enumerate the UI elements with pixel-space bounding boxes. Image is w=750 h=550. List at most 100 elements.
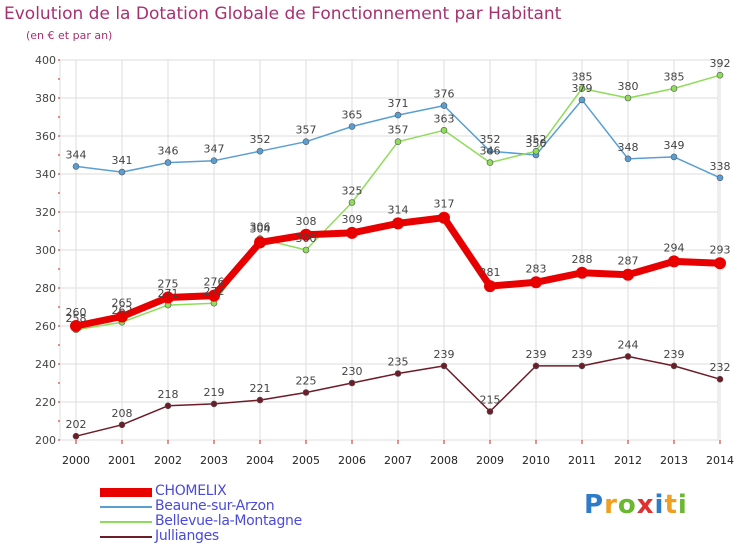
line-chart: 200 220 240 260 280 300 320 340 360 380 400 2000 200… — [35, 54, 734, 467]
data-label: 385 — [664, 71, 685, 84]
data-point — [716, 375, 724, 383]
data-point — [164, 402, 172, 410]
data-label: 239 — [526, 348, 547, 361]
data-point — [532, 147, 540, 155]
x-tick-label: 2011 — [568, 454, 596, 467]
data-label: 385 — [572, 71, 593, 84]
data-point — [670, 362, 678, 370]
data-point — [208, 289, 220, 302]
data-label: 244 — [618, 338, 639, 351]
data-point — [486, 408, 494, 415]
y-tick-label: 240 — [35, 358, 56, 371]
data-label: 371 — [388, 97, 409, 110]
data-label: 352 — [526, 133, 547, 146]
chart-title: Evolution de la Dotation Globale de Fonc… — [4, 4, 562, 24]
y-tick-label: 340 — [35, 168, 56, 181]
data-point — [440, 127, 448, 134]
data-label: 218 — [158, 388, 179, 401]
data-point — [392, 217, 404, 230]
data-label: 357 — [296, 124, 317, 137]
data-label: 258 — [66, 312, 87, 325]
data-label: 306 — [250, 221, 271, 234]
data-label: 346 — [158, 145, 179, 158]
data-label: 325 — [342, 185, 363, 198]
data-label: 276 — [204, 276, 225, 289]
data-point — [624, 353, 632, 360]
data-label: 309 — [342, 213, 363, 226]
data-point — [72, 163, 80, 170]
data-point — [300, 228, 312, 241]
legend-label: Beaune-sur-Arzon — [155, 498, 275, 514]
data-label: 379 — [572, 82, 593, 95]
data-label: 294 — [664, 241, 685, 254]
data-point — [668, 255, 680, 268]
data-point — [348, 379, 356, 387]
data-point — [302, 389, 310, 396]
data-label: 260 — [66, 306, 87, 319]
x-tick-label: 2001 — [108, 454, 136, 467]
data-point — [210, 157, 218, 164]
data-label: 239 — [434, 348, 455, 361]
data-point — [346, 226, 358, 239]
y-tick-label: 400 — [35, 54, 56, 67]
data-label: 288 — [572, 253, 593, 266]
data-point — [394, 138, 402, 145]
data-point — [256, 396, 264, 404]
data-label: 346 — [480, 145, 501, 158]
data-label: 350 — [526, 137, 547, 150]
x-tick-label: 2009 — [476, 454, 504, 467]
data-point — [394, 370, 402, 377]
series-lines — [70, 71, 726, 440]
data-label: 344 — [66, 148, 87, 161]
data-label: 235 — [388, 356, 409, 369]
data-label: 349 — [664, 139, 685, 152]
y-tick-label: 200 — [35, 434, 56, 447]
data-label: 348 — [618, 141, 639, 154]
data-label: 341 — [112, 154, 133, 167]
y-tick-label: 360 — [35, 130, 56, 143]
data-point — [578, 85, 586, 92]
legend-swatch — [100, 521, 152, 523]
proxiti-logo: Proxiti — [584, 490, 688, 520]
data-point — [440, 102, 448, 109]
data-label: 219 — [204, 386, 225, 399]
data-label: 215 — [480, 394, 501, 407]
x-tick-label: 2014 — [706, 454, 734, 467]
data-label: 271 — [158, 287, 179, 300]
data-point — [670, 153, 678, 161]
data-point — [440, 362, 448, 370]
data-label: 281 — [480, 266, 501, 279]
y-tick-label: 220 — [35, 396, 56, 409]
data-label: 363 — [434, 112, 455, 125]
data-point — [530, 276, 542, 289]
data-point — [302, 138, 310, 145]
data-point — [210, 400, 218, 408]
data-point — [716, 71, 724, 79]
data-point — [118, 421, 126, 429]
x-tick-label: 2005 — [292, 454, 320, 467]
y-tick-label: 280 — [35, 282, 56, 295]
x-tick-label: 2013 — [660, 454, 688, 467]
data-label: 283 — [526, 262, 547, 275]
data-label: 208 — [112, 407, 133, 420]
data-point — [486, 147, 494, 155]
data-point — [394, 111, 402, 119]
data-point — [118, 168, 126, 176]
axes: 200 220 240 260 280 300 320 340 360 380 400 2000 200… — [35, 54, 734, 467]
legend-swatch — [100, 536, 152, 538]
data-point — [624, 94, 632, 102]
data-label: 376 — [434, 88, 455, 101]
data-label: 262 — [112, 304, 133, 317]
data-label: 239 — [664, 348, 685, 361]
data-label: 347 — [204, 143, 225, 156]
data-label: 338 — [710, 160, 731, 173]
data-point — [532, 362, 540, 370]
x-tick-label: 2012 — [614, 454, 642, 467]
x-tick-label: 2008 — [430, 454, 458, 467]
x-tick-label: 2002 — [154, 454, 182, 467]
y-tick-label: 260 — [35, 320, 56, 333]
data-label: 352 — [480, 133, 501, 146]
data-point — [578, 96, 586, 104]
data-label: 221 — [250, 382, 271, 395]
x-tick-label: 2004 — [246, 454, 274, 467]
